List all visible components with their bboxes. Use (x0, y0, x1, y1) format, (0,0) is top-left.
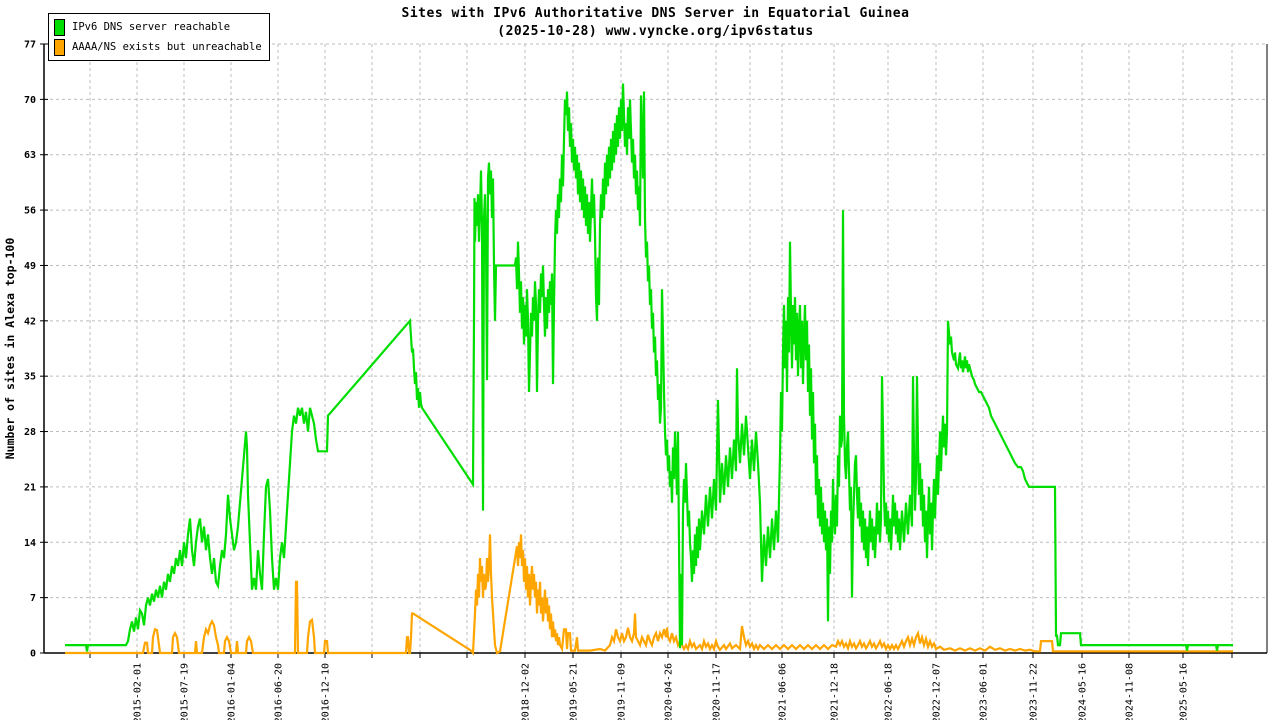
x-tick-label: 2024-11-08 (1125, 663, 1136, 720)
y-tick-label: 77 (24, 40, 36, 51)
x-tick-label: 2020-04-26 (664, 663, 675, 720)
x-tick-label: 2016-12-10 (321, 663, 332, 720)
green-series-swatch (54, 18, 65, 36)
y-tick-label: 28 (24, 427, 36, 438)
y-tick-label: 70 (24, 95, 36, 106)
chart-title-line1: Sites with IPv6 Authoritative DNS Server… (401, 6, 910, 21)
x-tick-label: 2022-12-07 (932, 663, 943, 720)
orange-series-line (65, 534, 1233, 656)
y-tick-label: 21 (24, 482, 36, 493)
x-tick-label: 2018-12-02 (521, 663, 532, 720)
legend-box: IPv6 DNS server reachable AAAA/NS exists… (48, 13, 270, 61)
y-tick-label: 56 (24, 206, 36, 217)
legend-label-unreachable: AAAA/NS exists but unreachable (72, 41, 262, 53)
y-tick-label: 63 (24, 150, 36, 161)
y-tick-label: 49 (24, 261, 36, 272)
x-tick-label: 2015-02-01 (133, 663, 144, 720)
x-tick-label: 2015-07-19 (180, 663, 191, 720)
green-series-line (65, 83, 1233, 652)
y-tick-label: 35 (24, 372, 36, 383)
x-tick-label: 2023-11-22 (1029, 663, 1040, 720)
y-tick-label: 42 (24, 316, 36, 327)
chart-title: Sites with IPv6 Authoritative DNS Server… (44, 5, 1267, 41)
chart-title-line2: (2025-10-28) www.vyncke.org/ipv6status (497, 24, 814, 39)
x-tick-label: 2016-01-04 (227, 663, 238, 720)
x-tick-label: 2016-06-20 (274, 663, 285, 720)
legend-item-reachable: IPv6 DNS server reachable (54, 17, 262, 37)
x-tick-label: 2019-11-09 (617, 663, 628, 720)
legend-item-unreachable: AAAA/NS exists but unreachable (54, 37, 262, 57)
y-tick-label: 0 (30, 649, 36, 660)
orange-series-swatch (54, 38, 65, 56)
x-tick-label: 2023-06-01 (979, 663, 990, 720)
y-tick-label: 7 (30, 593, 36, 604)
y-axis-title: Number of sites in Alexa top-100 (3, 238, 17, 460)
x-tick-label: 2021-12-18 (830, 663, 841, 720)
x-tick-label: 2022-06-18 (884, 663, 895, 720)
x-tick-label: 2020-11-17 (712, 663, 723, 720)
x-tick-label: 2025-05-16 (1179, 663, 1190, 720)
x-tick-label: 2021-06-06 (778, 663, 789, 720)
x-tick-label: 2019-05-21 (569, 663, 580, 720)
y-tick-label: 14 (24, 538, 36, 549)
x-tick-label: 2024-05-16 (1078, 663, 1089, 720)
legend-label-reachable: IPv6 DNS server reachable (72, 21, 231, 33)
